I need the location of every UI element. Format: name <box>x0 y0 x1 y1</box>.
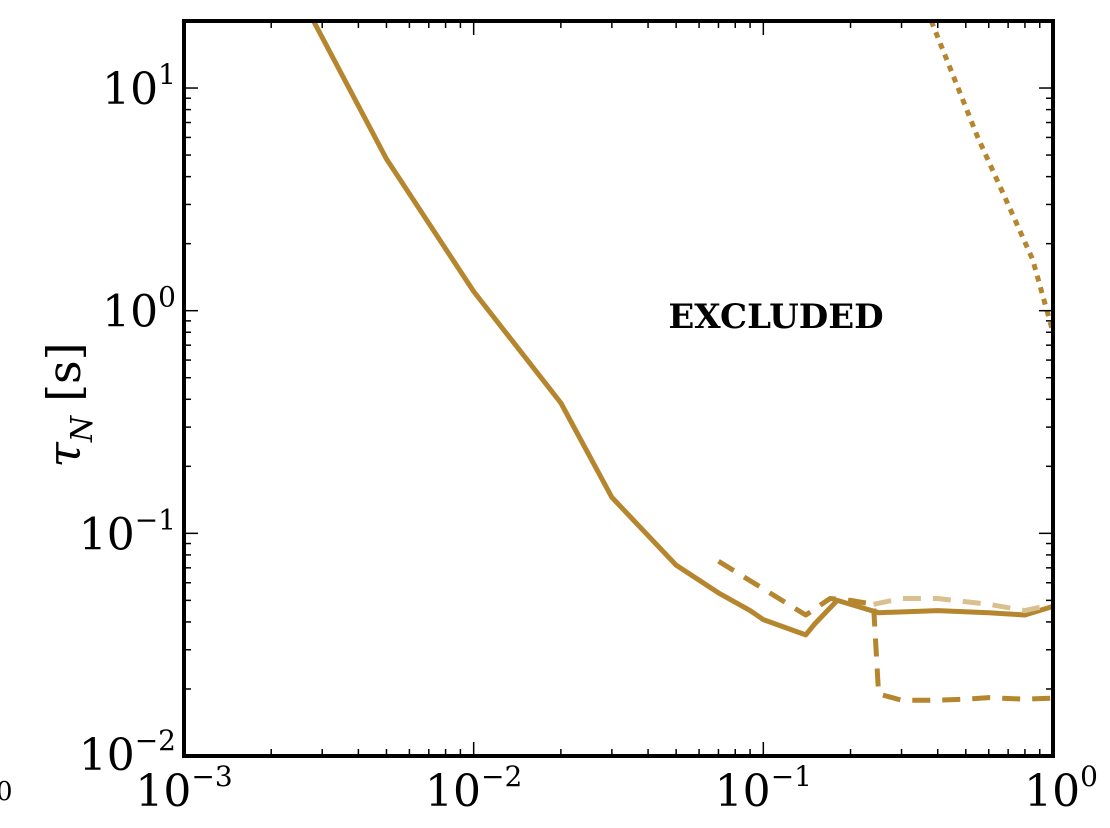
y-axis-label-unit: [s] <box>37 342 91 402</box>
x-tick-label: 10−1 <box>715 760 812 817</box>
y-tick-label: 10−1 <box>79 503 176 560</box>
y-axis-label-subscript: N <box>65 414 100 443</box>
excluded-annotation: EXCLUDED <box>668 297 883 337</box>
y-tick-label: 10−2 <box>79 724 176 781</box>
series-line-solid-0 <box>311 21 1053 638</box>
y-tick-label: 100 <box>102 281 176 338</box>
y-axis-label: τN [s] <box>37 342 100 467</box>
series-line-dotted-3 <box>928 21 1053 333</box>
plot-lines <box>311 21 1053 703</box>
x-tick-label: 100 <box>1024 760 1098 817</box>
svg-text:τN[s]: τN [s] <box>37 342 100 467</box>
series-line-dashed-2 <box>872 596 1053 614</box>
plot-frame <box>182 19 1055 758</box>
ticks <box>183 20 1054 757</box>
y-tick-label: 101 <box>102 58 176 115</box>
clipped-left-tick: 0 <box>0 777 13 807</box>
x-tick-label: 10−2 <box>425 760 522 817</box>
series-line-dashed-1 <box>717 559 1053 703</box>
x-tick-label: 10−3 <box>135 760 232 817</box>
y-axis-label-symbol: τ <box>37 441 91 468</box>
